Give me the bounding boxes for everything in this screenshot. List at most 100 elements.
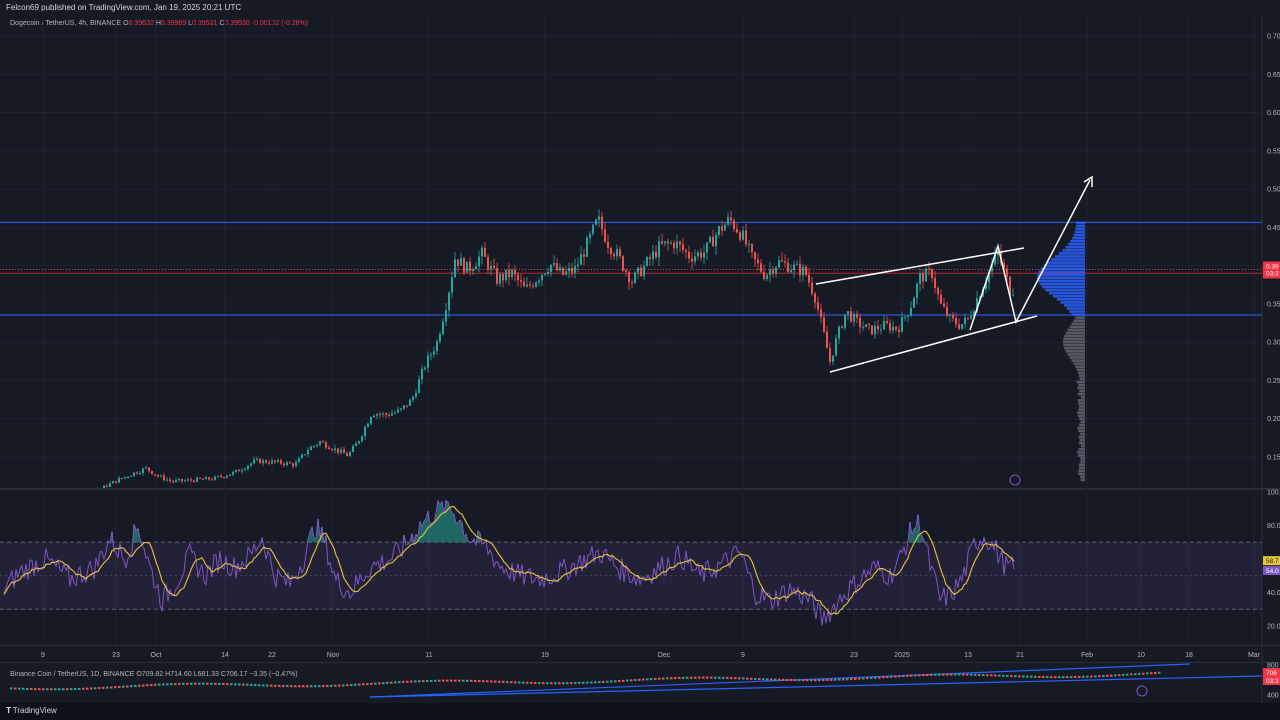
- candle-body: [175, 480, 177, 482]
- close-label: C: [219, 20, 225, 27]
- sub-candle: [682, 676, 685, 679]
- candle-body: [337, 448, 339, 453]
- sub-candle: [1062, 676, 1065, 679]
- sub-candle: [746, 677, 749, 680]
- sub-candle: [1018, 675, 1021, 678]
- candle-body: [271, 460, 273, 464]
- candle-body: [214, 476, 216, 480]
- sub-candle: [70, 688, 73, 691]
- sub-candle: [158, 683, 161, 686]
- sub-open-value: 709.82: [141, 671, 164, 678]
- candle-body: [103, 485, 105, 488]
- sub-candle: [142, 684, 145, 687]
- time-tick-label: Oct: [151, 652, 162, 659]
- low-value: 0.39531: [192, 20, 218, 27]
- volume-profile-bar: [1077, 411, 1085, 414]
- candle-body: [247, 465, 249, 469]
- tradingview-logo[interactable]: 𝐓 TradingView: [6, 706, 57, 715]
- price-tick-label: 0.15: [1267, 455, 1280, 462]
- sub-candle: [334, 684, 337, 687]
- candle-body: [139, 473, 141, 475]
- candle-body: [712, 236, 714, 247]
- sub-high-label: H: [165, 671, 171, 678]
- candle-body: [862, 327, 864, 329]
- sub-candle: [202, 682, 205, 685]
- candle-body: [541, 274, 543, 281]
- candle-body: [202, 478, 204, 480]
- candle-body: [904, 316, 906, 318]
- sub-candle: [174, 683, 177, 686]
- rsi-ma-line: [3, 506, 1015, 615]
- main-symbol-label[interactable]: Dogecoin / TetherUS, 4h, BINANCE: [10, 20, 122, 27]
- candle-body: [496, 268, 498, 284]
- candle-body: [253, 459, 255, 464]
- volume-profile-bar: [1080, 460, 1085, 463]
- volume-profile-bar: [1078, 402, 1085, 405]
- open-value: 0.39632: [128, 20, 154, 27]
- candle-body: [379, 414, 381, 416]
- sub-candle: [370, 682, 373, 685]
- candle-body: [229, 474, 231, 476]
- candle-body: [571, 268, 573, 273]
- candle-body: [742, 230, 744, 240]
- time-tick-label: 9: [741, 652, 745, 659]
- volume-profile-bar: [1073, 233, 1085, 237]
- candle-body: [811, 282, 813, 294]
- candle-body: [919, 273, 921, 285]
- sub-low-value: 681.33: [197, 671, 219, 678]
- candle-body: [211, 479, 213, 481]
- candle-body: [715, 234, 717, 247]
- candle-body: [334, 448, 336, 451]
- candle-body: [595, 219, 597, 225]
- pane-separator: [0, 645, 1280, 646]
- candle-body: [841, 326, 843, 328]
- candle-body: [433, 351, 435, 355]
- candle-body: [544, 273, 546, 275]
- candle-body: [388, 414, 390, 416]
- volume-profile-bar: [1080, 432, 1085, 436]
- rsi-tick-label: 100.0: [1267, 490, 1280, 497]
- candle-body: [331, 449, 333, 451]
- time-tick-label: Dec: [658, 652, 671, 659]
- candle-body: [184, 480, 186, 482]
- sub-candle: [1106, 674, 1109, 677]
- candle-body: [733, 220, 735, 229]
- sub-candle: [942, 673, 945, 676]
- candle-body: [484, 247, 486, 257]
- candle-body: [613, 254, 615, 257]
- candle-body: [370, 417, 372, 424]
- candle-body: [577, 264, 579, 267]
- sub-symbol-label[interactable]: Binance Coin / TetherUS, 1D, BINANCE: [10, 671, 135, 678]
- candle-body: [625, 270, 627, 272]
- volume-profile-bar: [1076, 221, 1085, 225]
- candle-body: [961, 324, 963, 329]
- volume-profile-bar: [1065, 245, 1085, 249]
- candle-body: [364, 426, 366, 437]
- candle-body: [655, 251, 657, 258]
- candle-body: [781, 260, 783, 262]
- candle-body: [346, 453, 348, 456]
- sub-candle: [458, 679, 461, 682]
- candle-body: [553, 263, 555, 265]
- sub-open-label: O: [136, 671, 142, 678]
- candle-body: [226, 475, 228, 478]
- candle-body: [601, 216, 603, 230]
- sub-candle: [1010, 675, 1013, 678]
- sub-candle: [838, 678, 841, 681]
- sub-candle: [62, 688, 65, 691]
- candle-body: [616, 249, 618, 257]
- sub-candle: [954, 673, 957, 676]
- price-tick-label: 0.35: [1267, 301, 1280, 308]
- sub-legend[interactable]: Binance Coin / TetherUS, 1D, BINANCE O70…: [10, 671, 298, 678]
- sub-candle: [146, 684, 149, 687]
- rsi-tick-label: 40.0: [1267, 590, 1280, 597]
- candle-body: [430, 354, 432, 356]
- candle-body: [775, 267, 777, 274]
- main-legend[interactable]: Dogecoin / TetherUS, 4h, BINANCE O0.3963…: [10, 20, 308, 27]
- sub-candle: [694, 676, 697, 679]
- sub-candle: [586, 681, 589, 684]
- volume-profile-bar: [1063, 304, 1085, 307]
- candle-body: [469, 261, 471, 272]
- sub-candle: [958, 673, 961, 676]
